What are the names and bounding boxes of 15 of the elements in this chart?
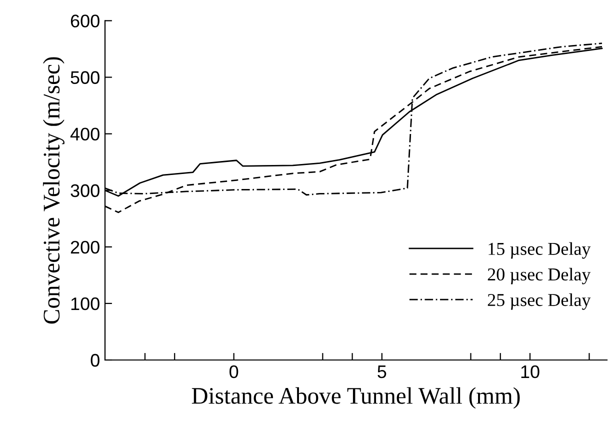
x-tick-label: 10 bbox=[521, 365, 540, 378]
y-tick-label: 300 bbox=[70, 184, 100, 198]
y-tick-label: 100 bbox=[71, 297, 100, 310]
x-axis-title: Distance Above Tunnel Wall (mm) bbox=[192, 387, 520, 409]
y-tick-label: 200 bbox=[70, 240, 100, 254]
legend-label: 25 µsec Delay bbox=[488, 293, 591, 310]
y-axis-title: Convective Velocity (m/sec) bbox=[42, 57, 64, 324]
y-tick-label: 400 bbox=[70, 128, 100, 141]
y-tick-label: 600 bbox=[70, 14, 100, 28]
y-tick-label: 500 bbox=[70, 71, 100, 84]
x-tick-label: 0 bbox=[230, 365, 238, 378]
legend-label: 15 µsec Delay bbox=[488, 242, 591, 259]
y-tick-label: 0 bbox=[90, 354, 100, 367]
x-tick-label: 5 bbox=[378, 366, 386, 378]
legend-label: 20 µsec Delay bbox=[488, 268, 591, 284]
